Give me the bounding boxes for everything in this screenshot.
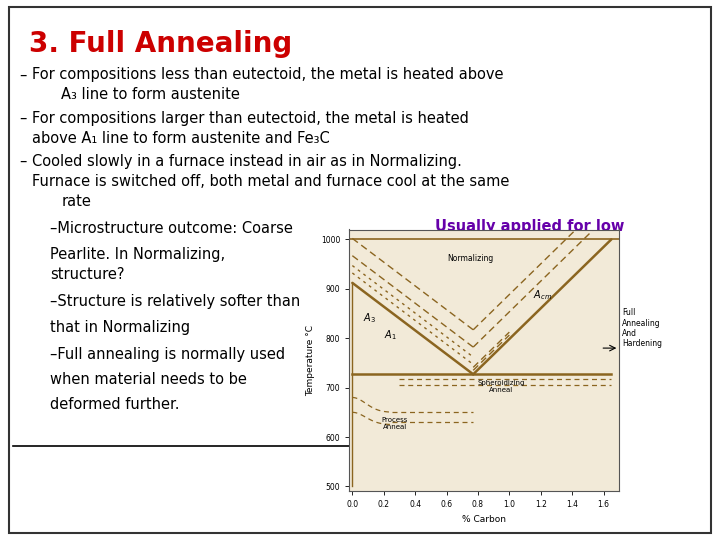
Text: Normalizing: Normalizing (447, 254, 493, 263)
Text: –Full annealing is normally used: –Full annealing is normally used (50, 347, 286, 362)
Text: rate: rate (61, 194, 91, 209)
Text: –Structure is relatively softer than: –Structure is relatively softer than (50, 294, 301, 309)
Text: –: – (19, 68, 27, 83)
X-axis label: % Carbon: % Carbon (462, 515, 506, 524)
Text: Usually applied for low
and medium C steel: Usually applied for low and medium C ste… (434, 219, 624, 251)
Text: A₃ line to form austenite: A₃ line to form austenite (61, 87, 240, 103)
Text: A$_{cm}$: A$_{cm}$ (533, 289, 552, 302)
Text: –: – (19, 111, 27, 126)
Text: Furnace is switched off, both metal and furnace cool at the same: Furnace is switched off, both metal and … (32, 174, 510, 189)
Text: that in Normalizing: that in Normalizing (50, 320, 191, 335)
Text: –Microstructure outcome: Coarse: –Microstructure outcome: Coarse (50, 221, 293, 237)
Text: A$_1$: A$_1$ (384, 328, 397, 342)
Text: Process
Anneal: Process Anneal (382, 417, 408, 430)
Text: For compositions larger than eutectoid, the metal is heated: For compositions larger than eutectoid, … (32, 111, 469, 126)
Text: when material needs to be: when material needs to be (50, 372, 247, 387)
Text: Full
Annealing
And
Hardening: Full Annealing And Hardening (622, 308, 662, 348)
Text: deformed further.: deformed further. (50, 397, 180, 413)
Text: –: – (19, 154, 27, 169)
Text: A$_3$: A$_3$ (364, 311, 377, 325)
Text: structure?: structure? (50, 267, 125, 282)
Text: For compositions less than eutectoid, the metal is heated above: For compositions less than eutectoid, th… (32, 68, 504, 83)
Y-axis label: Temperature °C: Temperature °C (306, 325, 315, 396)
Text: Cooled slowly in a furnace instead in air as in Normalizing.: Cooled slowly in a furnace instead in ai… (32, 154, 462, 169)
Text: Spheroidizing
Anneal: Spheroidizing Anneal (478, 380, 525, 393)
Text: above A₁ line to form austenite and Fe₃C: above A₁ line to form austenite and Fe₃C (32, 131, 330, 146)
FancyBboxPatch shape (9, 7, 711, 533)
Text: Pearlite. In Normalizing,: Pearlite. In Normalizing, (50, 247, 225, 262)
Text: 3. Full Annealing: 3. Full Annealing (29, 30, 292, 58)
